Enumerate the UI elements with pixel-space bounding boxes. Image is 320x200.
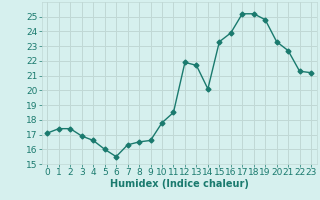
X-axis label: Humidex (Indice chaleur): Humidex (Indice chaleur) xyxy=(110,179,249,189)
